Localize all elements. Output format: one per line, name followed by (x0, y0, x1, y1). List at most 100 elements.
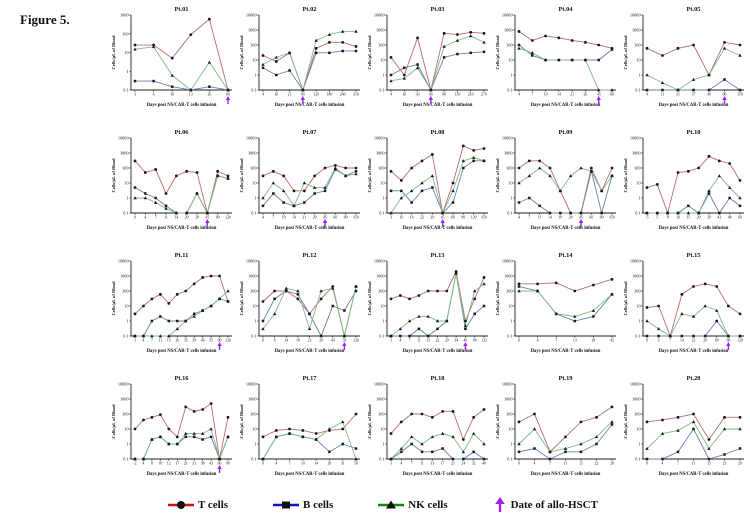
x-axis-label: Days post NS/CAR-T cells infusion (403, 103, 473, 108)
y-tick-label: 0.1 (379, 211, 384, 216)
x-tick-label: 11 (692, 462, 696, 466)
t-cells-marker-icon (399, 178, 403, 182)
t-cells-marker-icon (164, 192, 168, 195)
nk-cells-line (647, 175, 741, 214)
x-tick-label: 45 (205, 216, 209, 220)
y-tick-label: 10000 (246, 382, 257, 387)
nk-cells-line (518, 167, 613, 192)
y-tick-label: 10 (124, 304, 128, 309)
b-cells-marker-icon (531, 54, 534, 57)
y-tick-label: 10000 (374, 13, 385, 18)
b-cells-line (518, 286, 613, 322)
nk-cells-marker-icon (454, 271, 458, 275)
panel-title: Pt.03 (430, 6, 444, 13)
t-cells-marker-icon (451, 181, 455, 185)
nk-cells-marker-icon (226, 176, 230, 180)
b-cells-marker-icon (600, 211, 603, 215)
y-tick-label: 1000 (504, 397, 513, 402)
b-cells-marker-icon (464, 327, 467, 331)
t-cells-marker-icon (472, 415, 476, 419)
b-cells-marker-icon (692, 88, 695, 92)
t-cells-marker-icon (573, 289, 577, 293)
b-cells-marker-icon (738, 88, 742, 92)
allo-hsct-arrow-icon (428, 96, 434, 104)
y-tick-label: 10 (252, 427, 256, 432)
x-tick-label: 39 (192, 339, 196, 343)
x-tick-label: 45 (597, 93, 601, 97)
t-cells-marker-icon (661, 418, 664, 422)
b-cells-marker-icon (285, 289, 288, 293)
t-cells-marker-icon (456, 33, 459, 36)
x-tick-label: 11 (159, 339, 163, 343)
x-tick-label: 45 (579, 216, 583, 220)
x-axis-label: Days post NS/CAR-T cells infusion (147, 226, 217, 231)
b-cells-marker-icon (579, 211, 583, 215)
nk-cells-marker-icon (517, 46, 521, 50)
nk-cells-marker-icon (217, 457, 222, 461)
y-axis-label: Cells/μL of Blood (239, 404, 244, 438)
x-tick-label: 43 (209, 462, 213, 466)
nk-cells-marker-icon (342, 334, 347, 338)
t-cells-marker-icon (398, 294, 402, 297)
nk-cells-marker-icon (141, 334, 146, 338)
nk-cells-marker-icon (402, 76, 406, 80)
x-tick-label: 48 (728, 216, 732, 220)
t-cells-marker-icon (536, 282, 539, 286)
y-tick-label: 10 (252, 304, 256, 309)
y-tick-label: 100 (250, 289, 256, 294)
t-cells-marker-icon (482, 31, 486, 35)
t-cells-marker-icon (209, 274, 213, 278)
b-cells-marker-icon (192, 312, 196, 316)
x-tick-label: 180 (327, 93, 333, 97)
b-cells-marker-icon (738, 204, 742, 208)
y-tick-label: 10 (508, 304, 512, 309)
x-tick-label: 0 (262, 339, 264, 343)
x-tick-label: 10 (676, 216, 680, 220)
b-cells-marker-icon (579, 450, 583, 454)
nk-cells-marker-icon (686, 211, 691, 215)
b-cells-marker-icon (680, 334, 684, 338)
x-axis-label: Days post NS/CAR-T cells infusion (275, 103, 345, 108)
t-cells-marker-icon (728, 162, 732, 165)
x-tick-label: -1 (133, 339, 136, 343)
x-tick-label: 11 (420, 462, 424, 466)
nk-cells-marker-icon (175, 442, 179, 446)
x-tick-label: 7 (409, 339, 411, 343)
y-tick-label: 10000 (630, 382, 641, 387)
x-tick-label: 7 (272, 216, 274, 220)
t-cells-marker-icon (707, 438, 711, 441)
y-tick-label: 0.1 (123, 211, 128, 216)
nk-cells-marker-icon (133, 47, 137, 51)
b-cells-marker-icon (176, 319, 179, 323)
y-axis-label: Cells/μL of Blood (111, 158, 116, 192)
x-axis-label: Days post NS/CAR-T cells infusion (531, 226, 601, 231)
t-cells-marker-icon (192, 409, 196, 413)
y-tick-label: 1000 (376, 397, 385, 402)
allo-hsct-arrow-icon (494, 497, 505, 512)
t-cells-marker-icon (184, 405, 188, 409)
y-axis-label: Cells/μL of Blood (111, 281, 116, 315)
b-cells-marker-icon (261, 66, 265, 70)
nk-cells-line (390, 157, 485, 215)
nk-cells-marker-icon (158, 435, 163, 439)
y-tick-label: 0.1 (635, 88, 640, 93)
y-tick-label: 100 (122, 31, 128, 36)
y-tick-label: 10000 (630, 259, 641, 264)
allo-hsct-arrow-icon (722, 96, 727, 104)
nk-cells-marker-icon (715, 308, 719, 312)
y-tick-label: 10 (636, 304, 640, 309)
nk-cells-marker-icon (354, 172, 358, 176)
b-cells-marker-icon (517, 450, 521, 454)
allo-hsct-arrow-icon (342, 342, 347, 350)
t-cells-marker-icon (538, 159, 542, 163)
b-cells-marker-icon (472, 159, 475, 163)
y-axis-label: Cells/μL of Blood (367, 35, 372, 69)
t-cells-marker-icon (313, 174, 317, 178)
t-cells-marker-icon (692, 285, 695, 288)
x-tick-label: 17 (441, 462, 445, 466)
nk-cells-marker-icon (409, 435, 414, 439)
x-tick-label: 5 (656, 216, 658, 220)
x-axis-label: Days post NS/CAR-T cells infusion (403, 472, 473, 477)
t-cells-marker-icon (331, 285, 335, 288)
